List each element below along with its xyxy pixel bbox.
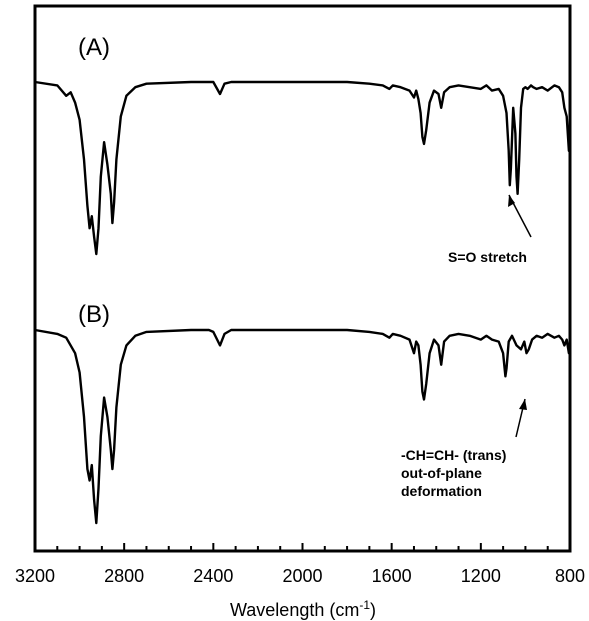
x-tick-label: 2800 — [104, 566, 144, 586]
x-axis-ticks — [34, 543, 571, 551]
x-tick-label: 800 — [555, 566, 585, 586]
panel-label-a: (A) — [78, 34, 110, 61]
annotation-trans-line1: -CH=CH- (trans) — [401, 447, 506, 463]
x-tick-label: 2400 — [193, 566, 233, 586]
spectra — [33, 80, 571, 525]
spectrum-line-a — [33, 80, 571, 256]
annotation-trans-line2: out-of-plane — [401, 465, 482, 481]
x-tick-label: 1200 — [461, 566, 501, 586]
spectrum-line-b — [33, 328, 571, 525]
annotation-trans-line3: deformation — [401, 483, 482, 499]
arrowhead-trans — [519, 399, 527, 410]
x-tick-label: 2000 — [282, 566, 322, 586]
annotation-so-stretch: S=O stretch — [448, 249, 527, 265]
x-axis-tick-labels: 3200 2800 2400 2000 1600 1200 800 — [15, 566, 585, 586]
x-tick-label: 3200 — [15, 566, 55, 586]
x-tick-label: 1600 — [372, 566, 412, 586]
arrowhead-so-stretch — [508, 195, 515, 207]
panel-label-b: (B) — [78, 301, 110, 328]
x-axis-label: Wavelength (cm-1) — [230, 598, 376, 620]
